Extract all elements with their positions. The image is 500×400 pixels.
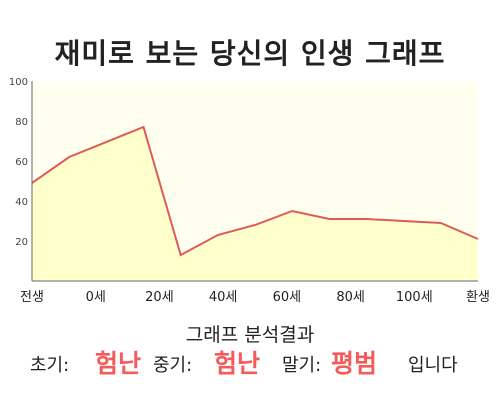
- mid-value: 험난: [214, 349, 261, 378]
- early-value: 험난: [95, 349, 142, 378]
- x-tick-label: 환생: [466, 290, 490, 305]
- series-line: [31, 125, 479, 257]
- x-tick-labels: 전생 0세 20세 40세 60세 80세 100세 환생: [20, 290, 490, 305]
- late-value: 평범: [331, 349, 378, 378]
- x-tick-label: 40세: [209, 290, 238, 305]
- result-suffix: 입니다: [408, 355, 458, 376]
- y-tick-labels: 20 40 60 80 100: [9, 77, 28, 248]
- chart-title: 재미로 보는 당신의 인생 그래프: [54, 37, 446, 70]
- late-label: 말기:: [282, 355, 322, 376]
- early-label: 초기:: [30, 355, 70, 376]
- x-tick-label: 100세: [396, 290, 433, 305]
- y-tick-label: 60: [15, 157, 28, 168]
- x-tick-label: 80세: [336, 290, 365, 305]
- analysis-result-line: 초기: 험난 중기: 험난 말기: 평범 입니다: [0, 346, 500, 382]
- analysis-title: 그래프 분석결과: [185, 324, 315, 346]
- y-tick-label: 20: [15, 237, 28, 248]
- y-tick-label: 40: [15, 197, 28, 208]
- x-tick-label: 0세: [86, 290, 106, 305]
- x-tick-label: 60세: [273, 290, 302, 305]
- y-tick-label: 100: [9, 77, 28, 88]
- x-tick-label: 20세: [145, 290, 174, 305]
- area-fill: [32, 127, 478, 281]
- y-tick-label: 80: [15, 117, 28, 128]
- x-tick-label: 전생: [20, 290, 44, 305]
- mid-label: 중기:: [153, 355, 193, 376]
